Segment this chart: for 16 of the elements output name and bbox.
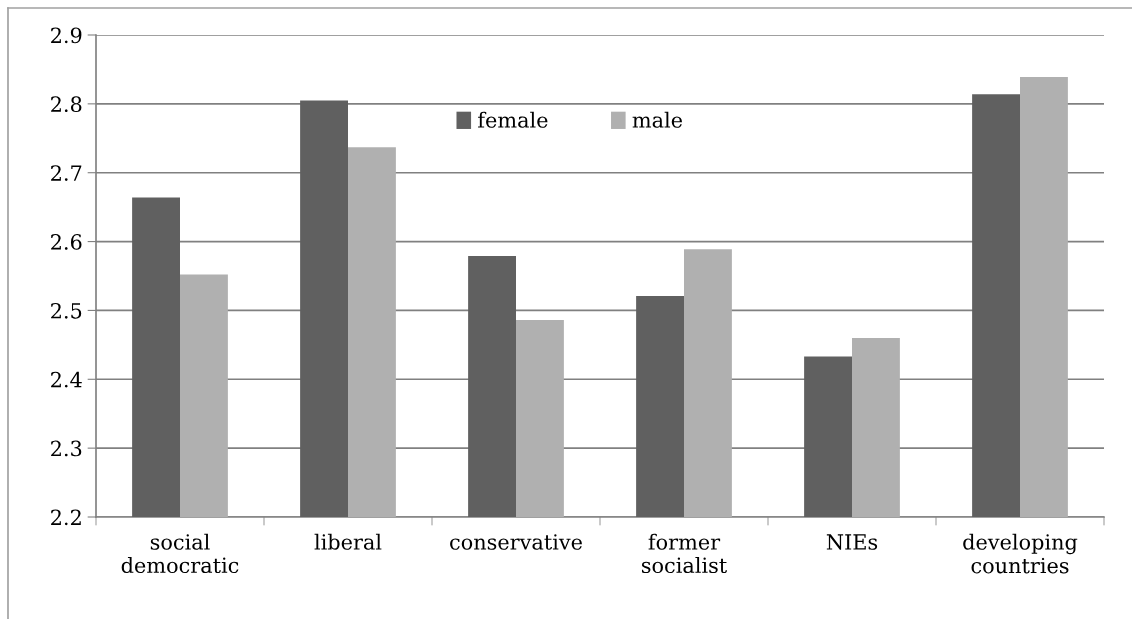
y-tick-label: 2.9 — [51, 27, 82, 44]
legend-label: female — [478, 111, 548, 128]
y-tick-label: 2.2 — [51, 509, 81, 526]
y-tick-label: 2.6 — [51, 234, 82, 250]
x-tick-label: social democratic — [121, 533, 239, 574]
x-tick-label: conservative — [450, 534, 582, 550]
y-tick-label: 2.3 — [51, 440, 82, 457]
x-tick-label: liberal — [314, 533, 382, 550]
y-tick-label: 2.7 — [51, 165, 82, 181]
x-tick-label: former socialist — [641, 533, 728, 574]
x-tick-label: developing countries — [963, 533, 1078, 574]
legend-label: male — [632, 111, 682, 128]
y-tick-label: 2.4 — [51, 371, 82, 388]
y-tick-label: 2.8 — [51, 96, 82, 113]
x-tick-label: NIEs — [826, 534, 878, 550]
y-tick-label: 2.5 — [51, 302, 82, 319]
